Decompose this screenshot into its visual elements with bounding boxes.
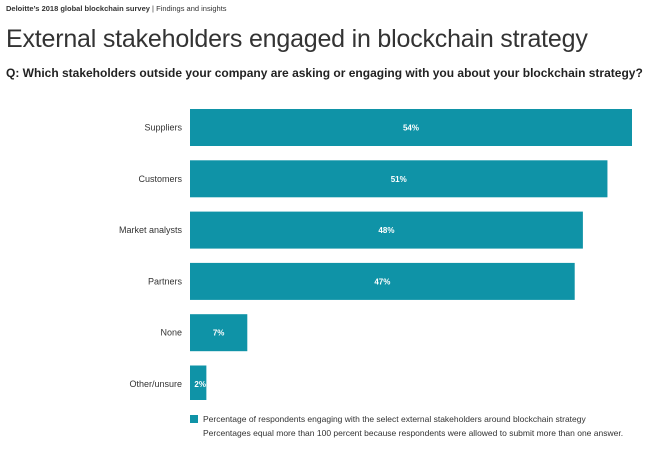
source-line: Deloitte’s 2018 global blockchain survey… [6,4,227,13]
bar-suppliers [190,109,632,146]
legend-swatch [190,415,198,423]
survey-question: Q: Which stakeholders outside your compa… [6,66,643,80]
source-title: Deloitte’s 2018 global blockchain survey [6,4,150,13]
bar-customers [190,160,608,198]
value-label: 47% [374,277,390,286]
value-label: 54% [403,124,419,133]
bar-market-analysts [190,211,583,249]
category-label: Customers [138,174,182,184]
category-label: Partners [148,276,183,286]
value-label: 51% [391,175,407,184]
legend-entry: Percentage of respondents engaging with … [190,413,623,425]
bar-other-unsure [190,365,207,400]
category-label: Market analysts [119,225,183,235]
legend-label: Percentage of respondents engaging with … [203,414,586,424]
value-label: 2% [194,380,206,389]
category-label: None [160,328,182,338]
legend: Percentage of respondents engaging with … [190,413,623,438]
bar-chart: Suppliers 54% Customers 51% Market analysts 4… [119,109,632,400]
bar-none [190,314,248,352]
chart-note: Percentages equal more than 100 percent … [203,428,624,438]
value-label: 7% [213,329,225,338]
page-title: External stakeholders engaged in blockch… [6,25,588,53]
category-label: Suppliers [144,123,182,133]
source-separator: | [152,4,154,13]
category-label: Other/unsure [129,379,182,389]
source-section: Findings and insights [156,4,227,13]
value-label: 48% [378,226,394,235]
bar-partners [190,262,575,300]
